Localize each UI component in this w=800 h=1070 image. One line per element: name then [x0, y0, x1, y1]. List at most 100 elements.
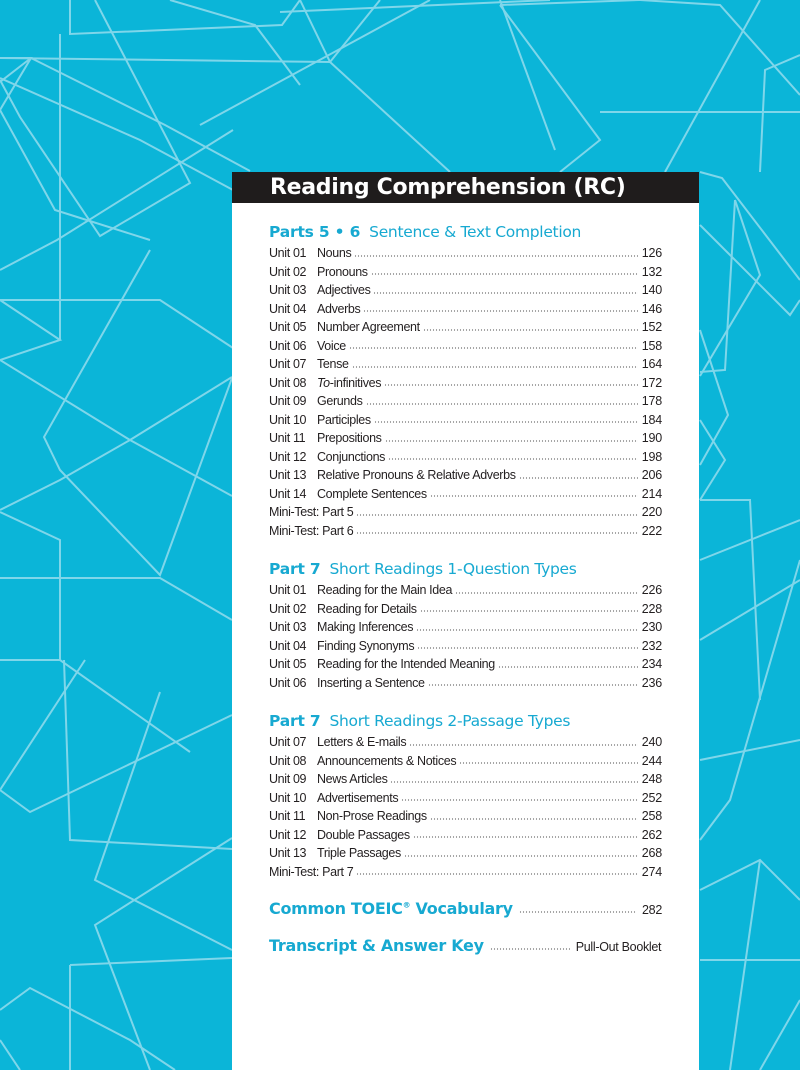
toc-entry[interactable]: Unit 03 Making Inferences 230 — [269, 618, 662, 637]
toc-entry[interactable]: Unit 10 Advertisements 252 — [269, 789, 662, 808]
section-part-7-question-types: Part 7 Short Readings 1-Question Types Un… — [269, 557, 662, 692]
section-subtitle: Short Readings 2-Passage Types — [329, 712, 571, 730]
dot-leader — [384, 439, 638, 442]
toc-entry[interactable]: Unit 04 Finding Synonyms 232 — [269, 637, 662, 656]
toc-entry[interactable]: Unit 07 Tense 164 — [269, 355, 662, 374]
toc-entry[interactable]: Unit 13 Relative Pronouns & Relative Adve… — [269, 466, 662, 485]
unit-title: Conjunctions — [317, 449, 386, 464]
toc-entry[interactable]: Unit 04 Adverbs 146 — [269, 300, 662, 319]
toc-entry[interactable]: Unit 08 Announcements & Notices 244 — [269, 752, 662, 771]
toc-entry[interactable]: Unit 02 Pronouns 132 — [269, 263, 662, 282]
vocabulary-title-main: Common TOEIC — [269, 899, 403, 918]
toc-entry[interactable]: Unit 05 Number Agreement 152 — [269, 318, 662, 337]
toc-entry[interactable]: Unit 11 Prepositions 190 — [269, 429, 662, 448]
toc-entry-transcript[interactable]: Transcript & Answer Key Pull-Out Booklet — [269, 936, 662, 955]
page-number: 164 — [641, 357, 662, 371]
unit-label: Unit 01 — [269, 583, 307, 597]
section-subtitle: Short Readings 1-Question Types — [329, 560, 577, 578]
toc-entry[interactable]: Unit 01 Reading for the Main Idea 226 — [269, 581, 662, 600]
unit-label: Unit 13 — [269, 468, 307, 482]
unit-title: Finding Synonyms — [317, 638, 415, 653]
section-part-7-passage-types: Part 7 Short Readings 2-Passage Types Uni… — [269, 709, 662, 881]
dot-leader — [416, 628, 638, 631]
unit-title: Adverbs — [317, 301, 361, 316]
page-number: 158 — [641, 338, 662, 353]
unit-label: Unit 09 — [269, 394, 307, 408]
unit-label: Unit 08 — [269, 375, 307, 390]
toc-entry[interactable]: Unit 11 Non-Prose Readings 258 — [269, 807, 662, 826]
toc-entry[interactable]: Unit 12 Conjunctions 198 — [269, 448, 662, 467]
toc-entry[interactable]: Unit 07 Letters & E-mails 240 — [269, 733, 662, 752]
unit-label: Unit 03 — [269, 283, 307, 297]
unit-title: News Articles — [317, 772, 388, 786]
unit-label: Unit 06 — [269, 675, 307, 690]
section-heading: Parts 5 • 6 Sentence & Text Completion — [269, 220, 662, 244]
vocabulary-title: Common TOEIC® Vocabulary — [269, 899, 513, 918]
unit-title: Tense — [317, 357, 349, 371]
transcript-title: Transcript & Answer Key — [269, 936, 484, 955]
page-number: 184 — [641, 412, 662, 427]
unit-title: Reading for the Intended Meaning — [317, 657, 495, 671]
toc-entry-mini-test[interactable]: Mini-Test: Part 5 220 — [269, 503, 662, 522]
section-part-label: Part 7 — [269, 560, 321, 578]
page-number: 274 — [641, 864, 662, 879]
dot-leader — [455, 591, 638, 594]
toc-entry[interactable]: Unit 06 Voice 158 — [269, 337, 662, 356]
unit-label: Unit 04 — [269, 638, 307, 653]
unit-title: Complete Sentences — [317, 486, 427, 501]
page-number: 268 — [641, 846, 662, 860]
unit-label: Unit 14 — [269, 486, 307, 501]
page-title: Reading Comprehension (RC) — [270, 175, 626, 200]
toc-entry[interactable]: Unit 02 Reading for Details 228 — [269, 600, 662, 619]
unit-title: Triple Passages — [317, 846, 401, 860]
toc-entry[interactable]: Unit 14 Complete Sentences 214 — [269, 485, 662, 504]
page-number: 282 — [642, 903, 662, 917]
mini-test-label: Mini-Test: Part 6 — [269, 523, 354, 538]
toc-entry[interactable]: Unit 03 Adjectives 140 — [269, 281, 662, 300]
toc-entry[interactable]: Unit 01 Nouns 126 — [269, 244, 662, 263]
dot-leader — [363, 310, 638, 313]
unit-title: Double Passages — [317, 827, 410, 842]
page-number: 126 — [641, 246, 662, 260]
dot-leader — [419, 610, 638, 613]
toc-entry[interactable]: Unit 05 Reading for the Intended Meaning 2… — [269, 655, 662, 674]
page-number: 222 — [641, 523, 662, 538]
section-part-label: Parts 5 • 6 — [269, 223, 361, 241]
unit-label: Unit 04 — [269, 301, 307, 316]
unit-label: Unit 02 — [269, 264, 307, 279]
header-bar: Reading Comprehension (RC) — [232, 172, 699, 203]
page-number: 240 — [641, 735, 662, 749]
dot-leader — [351, 365, 638, 368]
page-number: 244 — [641, 753, 662, 768]
toc-entry[interactable]: Unit 13 Triple Passages 268 — [269, 844, 662, 863]
toc-entry[interactable]: Unit 09 Gerunds 178 — [269, 392, 662, 411]
toc-entry[interactable]: Unit 12 Double Passages 262 — [269, 826, 662, 845]
page-number: 152 — [641, 320, 662, 334]
unit-label: Unit 02 — [269, 601, 307, 616]
page-number: 172 — [641, 375, 662, 390]
page-number: 220 — [641, 505, 662, 519]
unit-title: Relative Pronouns & Relative Adverbs — [317, 468, 516, 482]
toc-entry[interactable]: Unit 06 Inserting a Sentence 236 — [269, 674, 662, 693]
toc-entry-vocabulary[interactable]: Common TOEIC® Vocabulary 282 — [269, 899, 662, 918]
page-number: 198 — [641, 449, 662, 464]
unit-title: To-infinitives — [317, 374, 381, 393]
unit-label: Unit 07 — [269, 357, 307, 371]
unit-label: Unit 09 — [269, 772, 307, 786]
toc-entry[interactable]: Unit 08 To-infinitives 172 — [269, 374, 662, 393]
dot-leader — [356, 513, 638, 516]
toc-entry[interactable]: Unit 10 Participles 184 — [269, 411, 662, 430]
dot-leader — [518, 910, 637, 913]
dot-leader — [427, 684, 638, 687]
unit-title: Advertisements — [317, 790, 399, 805]
toc-entry-mini-test[interactable]: Mini-Test: Part 7 274 — [269, 863, 662, 882]
unit-label: Unit 01 — [269, 246, 307, 260]
page-number: 226 — [641, 583, 662, 597]
toc-entry[interactable]: Unit 09 News Articles 248 — [269, 770, 662, 789]
unit-title: Letters & E-mails — [317, 735, 407, 749]
toc-entry-mini-test[interactable]: Mini-Test: Part 6 222 — [269, 522, 662, 541]
dot-leader — [497, 665, 638, 668]
section-heading: Part 7 Short Readings 1-Question Types — [269, 557, 662, 581]
unit-title: Non-Prose Readings — [317, 809, 427, 823]
page-reference: Pull-Out Booklet — [575, 940, 662, 954]
